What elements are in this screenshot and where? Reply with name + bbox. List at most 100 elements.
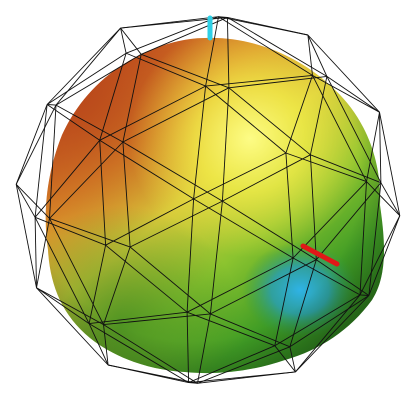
wireframe-edge (49, 218, 104, 325)
wireframe-edge (368, 215, 401, 296)
wireframe-edge (125, 16, 219, 54)
wireframe-edge (205, 85, 287, 154)
wireframe-edge (359, 294, 369, 296)
wireframe-edge (193, 86, 207, 199)
wireframe-edge (186, 311, 275, 347)
wireframe-edge (289, 259, 317, 347)
wireframe-edge (49, 105, 57, 219)
wireframe-edge (368, 182, 382, 296)
wireframe-edge (49, 217, 131, 248)
wireframe-edge (186, 312, 190, 383)
wireframe-edge (122, 54, 142, 143)
wireframe-edge (55, 27, 121, 106)
wireframe-edge (88, 245, 107, 324)
wireframe-edge (307, 34, 328, 77)
wireframe-edge (289, 295, 370, 348)
wireframe-edge (99, 85, 206, 141)
wireframe-edge (15, 104, 57, 185)
wireframe-edge (15, 184, 36, 218)
wireframe-edge (129, 246, 211, 315)
wireframe-edge (218, 16, 313, 76)
wireframe-edge (285, 152, 367, 183)
wireframe-edge (274, 345, 296, 373)
wireframe-edge (122, 87, 230, 143)
wireframe-edge (285, 152, 294, 259)
wireframe-edge (99, 140, 107, 246)
wireframe-edge (210, 313, 291, 348)
wireframe-edge (312, 75, 380, 113)
wireframe-edge (105, 198, 194, 246)
wireframe-edge (120, 27, 142, 55)
wireframe-edge (46, 27, 121, 105)
wireframe-edge (295, 295, 370, 373)
wireframe-edge (274, 294, 361, 347)
wireframe-edge (188, 345, 275, 384)
wireframe-edge (221, 87, 230, 202)
wireframe-edge (108, 364, 189, 384)
wireframe-edge (36, 287, 109, 366)
wireframe-edge (103, 324, 198, 384)
wireframe-edge (47, 104, 57, 106)
wireframe-edge (226, 17, 230, 88)
wireframe-edge (309, 154, 317, 260)
wireframe-edge (36, 287, 90, 324)
wireframe-edge (122, 141, 131, 248)
wireframe-edge (379, 112, 401, 216)
wireframe-edge (193, 198, 294, 259)
wireframe-edge (15, 183, 50, 219)
wireframe-edge (141, 53, 230, 89)
wireframe-edge (103, 313, 211, 326)
wireframe-edge (36, 218, 50, 288)
wireframe-edge (99, 53, 127, 141)
wireframe-edge (274, 257, 294, 346)
wireframe-edge (359, 215, 401, 296)
wireframe-edge (326, 76, 382, 183)
wireframe-edge (307, 34, 313, 76)
wireframe-edge (295, 294, 361, 373)
wireframe-edge (34, 140, 101, 218)
wireframe-edge (289, 346, 296, 372)
wireframe-edge (186, 257, 294, 313)
wireframe-edge (359, 181, 367, 295)
wireframe-edge (34, 217, 37, 288)
wireframe-edge (227, 16, 308, 36)
wireframe-edge (228, 75, 327, 89)
wireframe-edge (197, 313, 211, 384)
wireframe-edge (89, 311, 188, 325)
wireframe-edge (103, 246, 131, 325)
wireframe-edge (34, 104, 48, 218)
wireframe-edge (103, 324, 109, 366)
wireframe-edge (34, 216, 106, 246)
wireframe-edge (205, 74, 313, 87)
wireframe-edge (379, 112, 382, 183)
wireframe-edge (188, 371, 296, 384)
wireframe-edge (210, 259, 317, 315)
wireframe-edge (49, 141, 124, 219)
wireframe-edge (88, 323, 109, 366)
wireframe-sphere (15, 16, 401, 384)
wireframe-edge (228, 87, 311, 156)
wireframe-edge (36, 287, 104, 325)
wireframe-edge (227, 17, 328, 77)
wireframe-edge (222, 154, 311, 202)
wireframe-edge (55, 53, 142, 106)
wireframe-edge (129, 200, 223, 248)
wireframe-edge (34, 217, 90, 324)
wireframe-edge (55, 104, 124, 143)
wireframe-edge (188, 382, 198, 384)
wireframe-edge (141, 16, 228, 55)
wireframe-edge (285, 75, 313, 154)
wireframe-edge (105, 244, 188, 313)
wireframe-edge (312, 75, 367, 182)
wireframe-edge (125, 52, 206, 87)
wireframe-edge (193, 152, 287, 200)
red-marker (300, 243, 340, 267)
wireframe-edge (46, 52, 127, 105)
wireframe-edge (209, 201, 223, 314)
wireframe-edge (326, 76, 380, 113)
wireframe-edge (205, 16, 219, 87)
wireframe-edge (120, 28, 127, 54)
